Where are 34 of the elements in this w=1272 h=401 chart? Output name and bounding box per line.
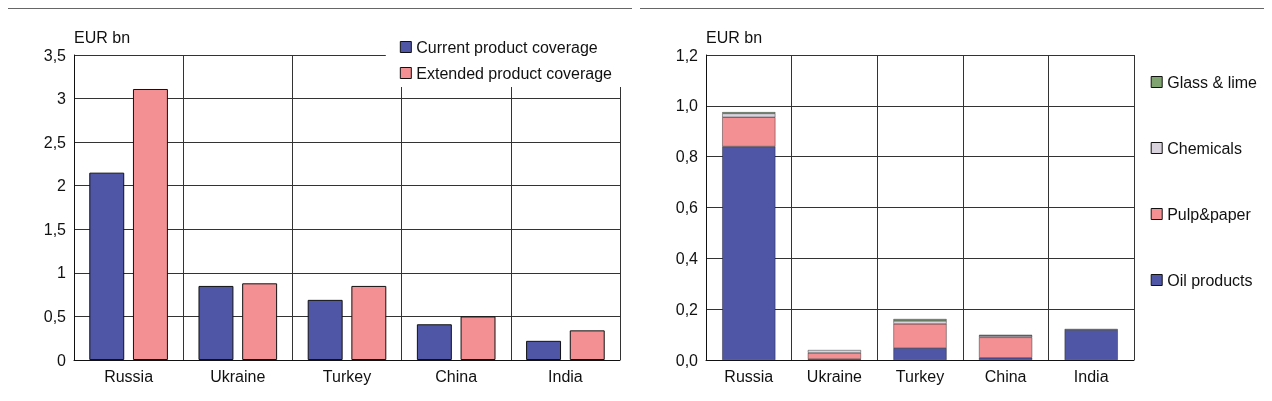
x-tick-label: China	[435, 367, 478, 385]
y-tick-label: 1,5	[43, 220, 67, 238]
y-tick-label: 1	[57, 264, 67, 282]
y-tick-label: 1,2	[675, 46, 699, 64]
x-tick-label: India	[548, 367, 583, 385]
x-tick-label: India	[1073, 367, 1109, 385]
y-tick-label: 0	[57, 351, 67, 369]
legend-label: Extended product coverage	[416, 64, 613, 82]
y-tick-label: 2,5	[43, 133, 67, 151]
y-tick-label: 0,2	[675, 300, 699, 318]
y-tick-label: 0,0	[675, 351, 699, 369]
legend-label: Chemicals	[1167, 139, 1242, 157]
y-tick-label: 3,5	[43, 46, 67, 64]
y-tick-label: 0,4	[675, 249, 699, 267]
bar	[979, 337, 1033, 358]
y-tick-label: 0,8	[675, 148, 699, 166]
legend-label: Current product coverage	[416, 38, 598, 56]
y-tick-label: 0,5	[43, 307, 67, 325]
x-tick-label: Turkey	[322, 367, 372, 385]
x-tick-label: Turkey	[895, 367, 945, 385]
x-tick-label: Russia	[724, 367, 774, 385]
y-tick-label: 0,6	[675, 199, 699, 216]
y-tick-label: 3	[57, 90, 67, 108]
legend-label: Oil products	[1167, 271, 1253, 289]
x-tick-label: Ukraine	[806, 367, 863, 385]
legend-label: Pulp&paper	[1167, 205, 1252, 223]
legend-label: Glass & lime	[1167, 73, 1258, 91]
x-tick-label: Ukraine	[210, 367, 266, 385]
y-axis-title: EUR bn	[74, 28, 131, 46]
x-tick-label: Russia	[104, 367, 154, 385]
y-tick-label: 2	[57, 177, 67, 195]
y-axis-title: EUR bn	[706, 28, 763, 46]
x-tick-label: China	[984, 367, 1027, 385]
y-tick-label: 1,0	[675, 97, 699, 115]
